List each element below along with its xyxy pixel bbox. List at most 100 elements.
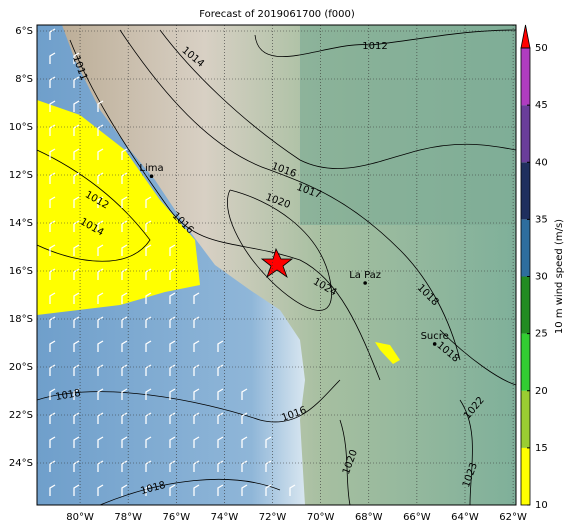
wind-barb xyxy=(241,388,248,400)
wind-barb xyxy=(73,484,80,496)
y-tick-label: 20°S xyxy=(9,362,33,373)
wind-barb xyxy=(145,244,152,256)
wind-barb xyxy=(73,148,80,160)
y-tick-label: 24°S xyxy=(9,458,33,469)
wind-barb xyxy=(49,196,56,208)
wind-barb xyxy=(217,340,224,352)
wind-barb xyxy=(73,124,80,136)
colorbar-extend xyxy=(520,24,531,49)
wind-barb xyxy=(241,436,248,448)
y-tick-label: 22°S xyxy=(9,410,33,421)
x-tick-label: 72°W xyxy=(259,512,287,523)
wind-barb xyxy=(121,436,128,448)
x-tick-label: 78°W xyxy=(114,512,142,523)
colorbar-segment xyxy=(521,276,530,334)
wind-barb xyxy=(145,388,152,400)
wind-barb xyxy=(49,388,56,400)
y-tick-label: 12°S xyxy=(9,170,33,181)
colorbar-segment xyxy=(521,447,530,505)
wind-barb xyxy=(121,172,128,184)
colorbar-segment xyxy=(521,162,530,220)
colorbar-segment xyxy=(521,48,530,106)
wind-barb xyxy=(169,292,176,304)
wind-barb xyxy=(121,316,128,328)
wind-barb xyxy=(73,196,80,208)
y-tick-label: 8°S xyxy=(15,74,33,85)
wind-barb xyxy=(193,316,200,328)
wind-barb xyxy=(97,388,104,400)
map-background xyxy=(37,25,516,505)
wind-barb xyxy=(169,388,176,400)
wind-barb xyxy=(73,76,80,88)
wind-barb xyxy=(97,244,104,256)
wind-barb xyxy=(169,484,176,496)
y-tick-label: 18°S xyxy=(9,314,33,325)
wind-barb xyxy=(49,52,56,64)
wind-barb xyxy=(49,364,56,376)
wind-barb xyxy=(217,436,224,448)
wind-barb xyxy=(97,484,104,496)
wind-barb xyxy=(289,484,296,496)
colorbar-tick-label: 40 xyxy=(535,157,548,168)
colorbar-segment xyxy=(521,219,530,277)
city-marker xyxy=(363,281,367,285)
wind-barb xyxy=(145,484,152,496)
y-tick-label: 16°S xyxy=(9,266,33,277)
wind-barb xyxy=(265,436,272,448)
wind-barb xyxy=(49,340,56,352)
wind-barb xyxy=(49,100,56,112)
wind-barb xyxy=(217,460,224,472)
wind-barb xyxy=(169,364,176,376)
colorbar-label: 10 m wind speed (m/s) xyxy=(554,219,565,334)
wind-barb xyxy=(193,412,200,424)
wind-barb xyxy=(169,316,176,328)
wind-barb xyxy=(49,292,56,304)
wind-barb xyxy=(73,268,80,280)
wind-barb xyxy=(193,364,200,376)
event-marker xyxy=(260,247,294,279)
wind-barb xyxy=(97,172,104,184)
wind-barb xyxy=(265,460,272,472)
x-tick-label: 80°W xyxy=(66,512,94,523)
city-marker xyxy=(432,342,437,346)
wind-barb xyxy=(97,292,104,304)
wind-barb xyxy=(169,268,176,280)
wind-barb xyxy=(121,364,128,376)
wind-barb xyxy=(217,412,224,424)
wind-barb xyxy=(169,460,176,472)
grid: 80°W 78°W 76°W 74°W 72°W 70°W 68°W 66°W 64°W 62°W… xyxy=(9,25,527,523)
wind-barb xyxy=(145,220,152,232)
wind-barb xyxy=(73,340,80,352)
x-tick-label: 64°W xyxy=(451,512,479,523)
wind-barb xyxy=(121,412,128,424)
wind-barb xyxy=(121,388,128,400)
wind-barb xyxy=(121,340,128,352)
contour-label: 1018 xyxy=(55,388,82,403)
wind-barb xyxy=(49,124,56,136)
wind-barb xyxy=(73,244,80,256)
colorbar-tick-label: 10 xyxy=(535,500,548,511)
x-tick-label: 68°W xyxy=(355,512,383,523)
wind-barb xyxy=(49,460,56,472)
x-tick-label: 66°W xyxy=(403,512,431,523)
wind-barb xyxy=(97,148,104,160)
wind-barb xyxy=(49,316,56,328)
wind-barb xyxy=(97,460,104,472)
wind-barb xyxy=(241,484,248,496)
wind-barb xyxy=(73,220,80,232)
wind-barb xyxy=(97,220,104,232)
wind-barb xyxy=(97,316,104,328)
wind-barb xyxy=(73,100,80,112)
colorbar-tick-label: 15 xyxy=(535,443,548,454)
wind-barb xyxy=(217,484,224,496)
wind-barb xyxy=(73,292,80,304)
wind-barb xyxy=(145,436,152,448)
wind-barb xyxy=(97,196,104,208)
wind-barb xyxy=(145,340,152,352)
wind-barb xyxy=(121,292,128,304)
wind-barb xyxy=(169,412,176,424)
wind-barb xyxy=(49,76,56,88)
colorbar: 10 15 20 25 30 35 40 45 50 10 m wind speed (m/s) xyxy=(520,24,565,511)
wind-barb xyxy=(265,484,272,496)
